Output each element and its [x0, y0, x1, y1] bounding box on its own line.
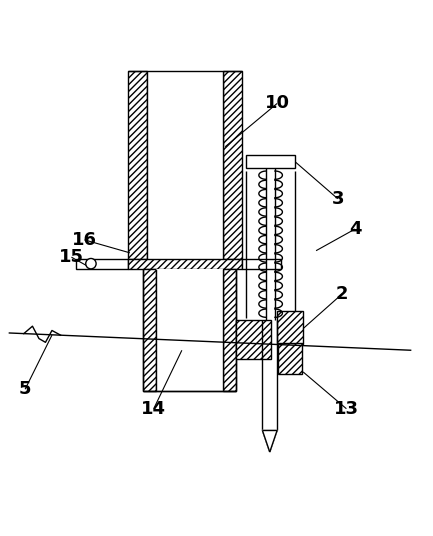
Text: 15: 15: [59, 248, 84, 266]
Text: 14: 14: [141, 400, 166, 418]
Text: 5: 5: [19, 380, 31, 398]
Bar: [278, 343, 302, 374]
Polygon shape: [262, 430, 277, 452]
Bar: [246, 155, 295, 168]
Bar: [128, 259, 242, 269]
Text: 10: 10: [265, 94, 290, 113]
Text: 4: 4: [349, 220, 361, 238]
Bar: [223, 71, 242, 259]
Text: 3: 3: [332, 190, 344, 208]
Text: 2: 2: [336, 285, 348, 303]
Bar: [128, 71, 147, 259]
Text: 13: 13: [334, 400, 359, 418]
Bar: [277, 311, 303, 344]
Bar: [242, 259, 281, 269]
Bar: [143, 269, 156, 391]
Bar: [76, 259, 128, 269]
Circle shape: [86, 258, 96, 269]
Text: 16: 16: [72, 231, 97, 249]
Bar: [147, 71, 223, 259]
Bar: [156, 269, 223, 391]
Bar: [223, 269, 236, 391]
Bar: [236, 320, 271, 359]
